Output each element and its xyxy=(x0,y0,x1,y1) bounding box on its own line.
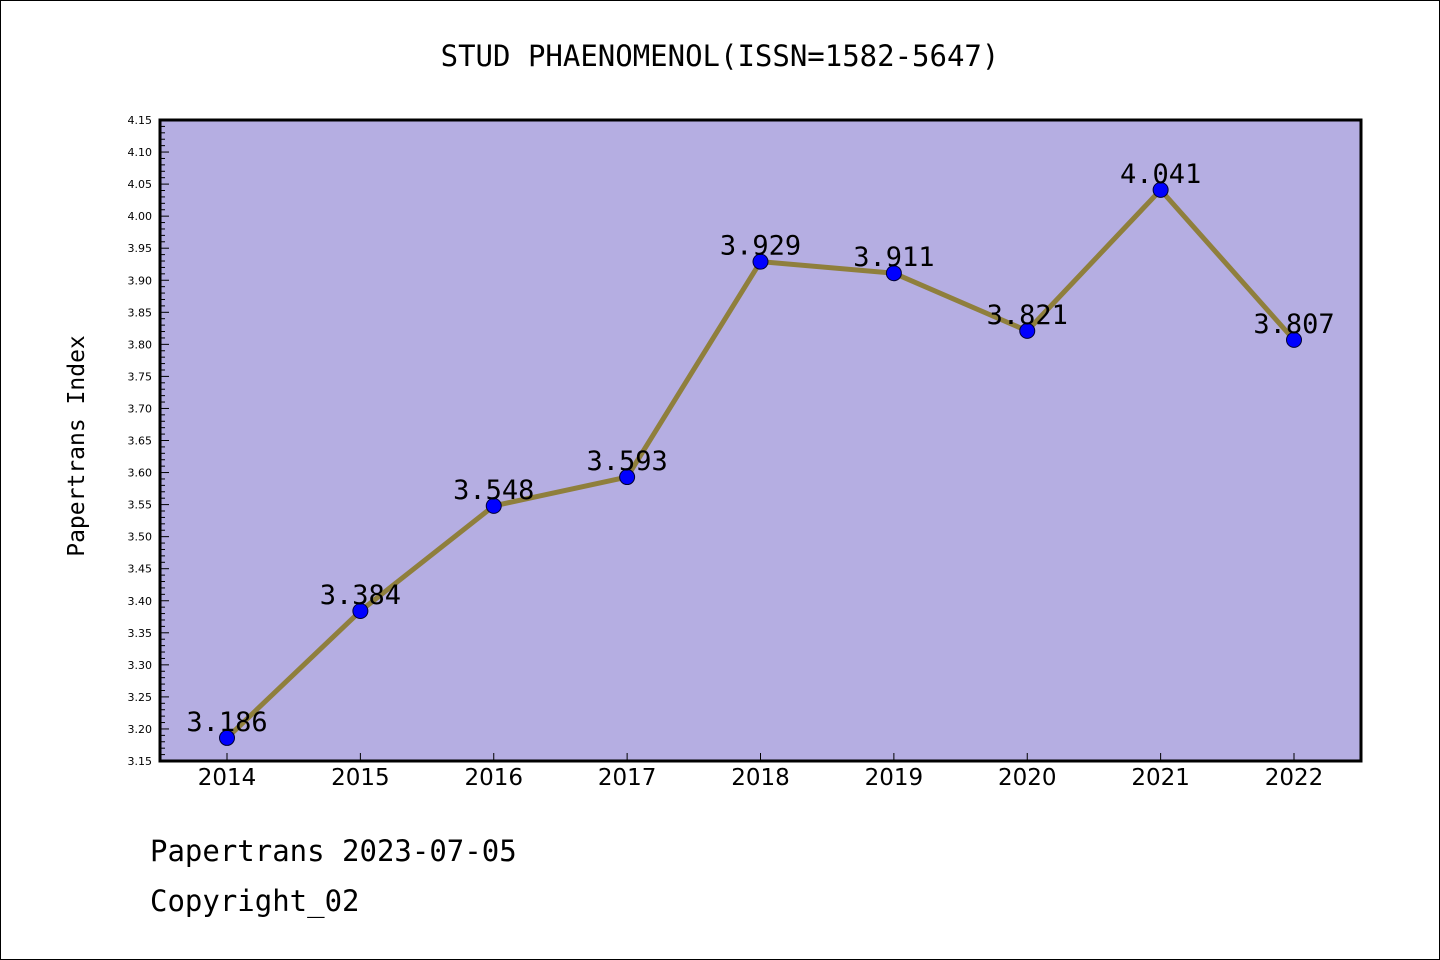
data-label: 3.807 xyxy=(1253,309,1334,340)
data-points xyxy=(219,181,1302,746)
data-label: 3.186 xyxy=(186,707,267,738)
x-axis-ticks: 2014 2015 2016 2017 2018 2019 2020 2021 2022 xyxy=(198,753,1324,791)
x-tick-label: 2019 xyxy=(865,765,924,791)
x-tick-label: 2017 xyxy=(598,765,657,791)
y-tick-label: 3.55 xyxy=(128,499,153,512)
data-label: 3.548 xyxy=(453,475,534,506)
y-tick-label: 4.00 xyxy=(128,210,153,223)
y-tick-label: 3.65 xyxy=(128,435,153,448)
y-tick-label: 4.15 xyxy=(128,114,153,127)
data-point xyxy=(752,253,769,270)
footer-date: Papertrans 2023-07-05 xyxy=(150,834,517,868)
y-tick-label: 3.20 xyxy=(128,723,153,736)
y-tick-label: 3.75 xyxy=(128,370,153,383)
x-tick-label: 2021 xyxy=(1131,765,1190,791)
y-tick-label: 4.10 xyxy=(128,146,153,159)
y-tick-label: 3.80 xyxy=(128,338,153,351)
chart-title: STUD PHAENOMENOL(ISSN=1582-5647) xyxy=(441,39,1000,73)
data-point xyxy=(885,265,902,282)
y-tick-label: 3.25 xyxy=(128,691,153,704)
y-tick-label: 3.85 xyxy=(128,306,153,319)
x-tick-label: 2015 xyxy=(331,765,390,791)
data-point xyxy=(1286,331,1302,348)
y-tick-label: 3.95 xyxy=(128,242,153,255)
data-label: 3.821 xyxy=(987,300,1068,331)
y-tick-label: 3.35 xyxy=(128,627,153,640)
data-label: 3.929 xyxy=(720,231,801,262)
y-tick-label: 3.70 xyxy=(128,402,153,415)
data-point xyxy=(219,729,235,746)
y-axis-ticks: 3.15 3.20 3.25 3.30 3.35 3.40 3.45 3.50 3.55 3.60… xyxy=(128,114,169,768)
y-tick-label: 3.40 xyxy=(128,595,153,608)
data-label: 3.593 xyxy=(586,446,667,477)
y-tick-label: 3.45 xyxy=(128,563,153,576)
data-label: 3.911 xyxy=(853,242,934,273)
data-label: 4.041 xyxy=(1120,159,1201,190)
x-tick-label: 2016 xyxy=(464,765,523,791)
x-tick-label: 2022 xyxy=(1265,765,1324,791)
x-tick-label: 2020 xyxy=(998,765,1057,791)
y-tick-label: 4.05 xyxy=(128,178,153,191)
y-tick-label: 3.50 xyxy=(128,531,153,544)
y-tick-label: 3.60 xyxy=(128,467,153,480)
x-tick-label: 2018 xyxy=(731,765,790,791)
data-point xyxy=(1152,181,1169,198)
y-tick-label: 3.15 xyxy=(128,755,153,768)
data-point xyxy=(352,603,369,620)
plot-area xyxy=(158,118,1363,763)
y-axis-label: Papertrans Index xyxy=(64,335,90,557)
data-point xyxy=(485,497,502,514)
data-labels: 3.186 3.384 3.548 3.593 3.929 3.911 3.821 4.041… xyxy=(186,159,1334,738)
data-point xyxy=(1019,322,1036,339)
data-point xyxy=(619,469,636,486)
data-label: 3.384 xyxy=(320,580,401,611)
footer-copyright: Copyright_02 xyxy=(150,884,360,918)
y-tick-label: 3.90 xyxy=(128,274,153,287)
x-tick-label: 2014 xyxy=(198,765,257,791)
y-tick-label: 3.30 xyxy=(128,659,153,672)
